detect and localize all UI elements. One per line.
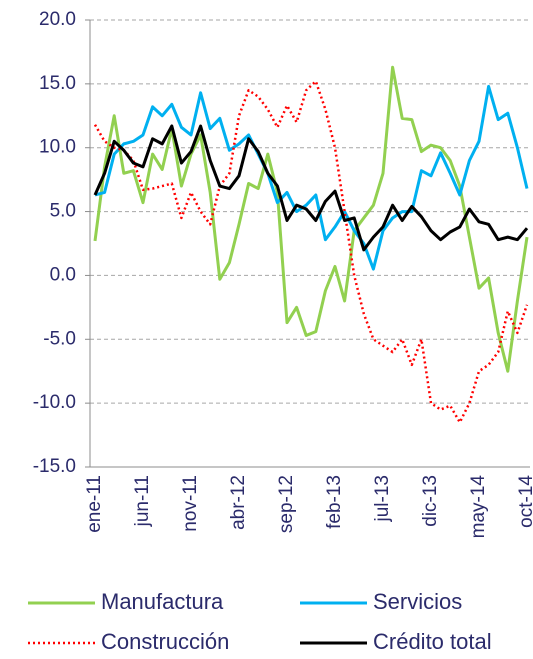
legend-label: Construcción: [101, 629, 229, 654]
series-line: [94, 84, 529, 271]
x-tick-label: feb-13: [324, 475, 345, 529]
x-tick-label: ene-11: [84, 475, 105, 533]
legend-label: Servicios: [373, 589, 462, 614]
x-tick-label: abr-12: [228, 475, 249, 530]
y-tick-label: 5.0: [50, 201, 76, 222]
y-tick-label: 10.0: [39, 137, 76, 158]
x-tick-label: jul-13: [372, 475, 393, 522]
legend-label: Manufactura: [101, 589, 224, 614]
x-tick-label: may-14: [468, 475, 489, 539]
x-tick-label: dic-13: [420, 475, 441, 527]
series-line: [93, 124, 529, 252]
y-tick-label: -10.0: [33, 392, 76, 413]
y-tick-label: 15.0: [39, 73, 76, 94]
x-tick-label: oct-14: [516, 475, 533, 528]
x-tick-label: nov-11: [180, 475, 201, 532]
legend-label: Crédito total: [373, 629, 492, 654]
series-line: [93, 65, 529, 373]
y-tick-label: -15.0: [33, 456, 76, 477]
y-tick-label: -5.0: [43, 328, 76, 349]
x-tick-label: jun-11: [132, 475, 153, 527]
y-tick-label: 20.0: [39, 9, 76, 30]
y-tick-label: 0.0: [50, 264, 76, 285]
series-line: [93, 80, 529, 424]
x-tick-label: sep-12: [276, 475, 297, 533]
